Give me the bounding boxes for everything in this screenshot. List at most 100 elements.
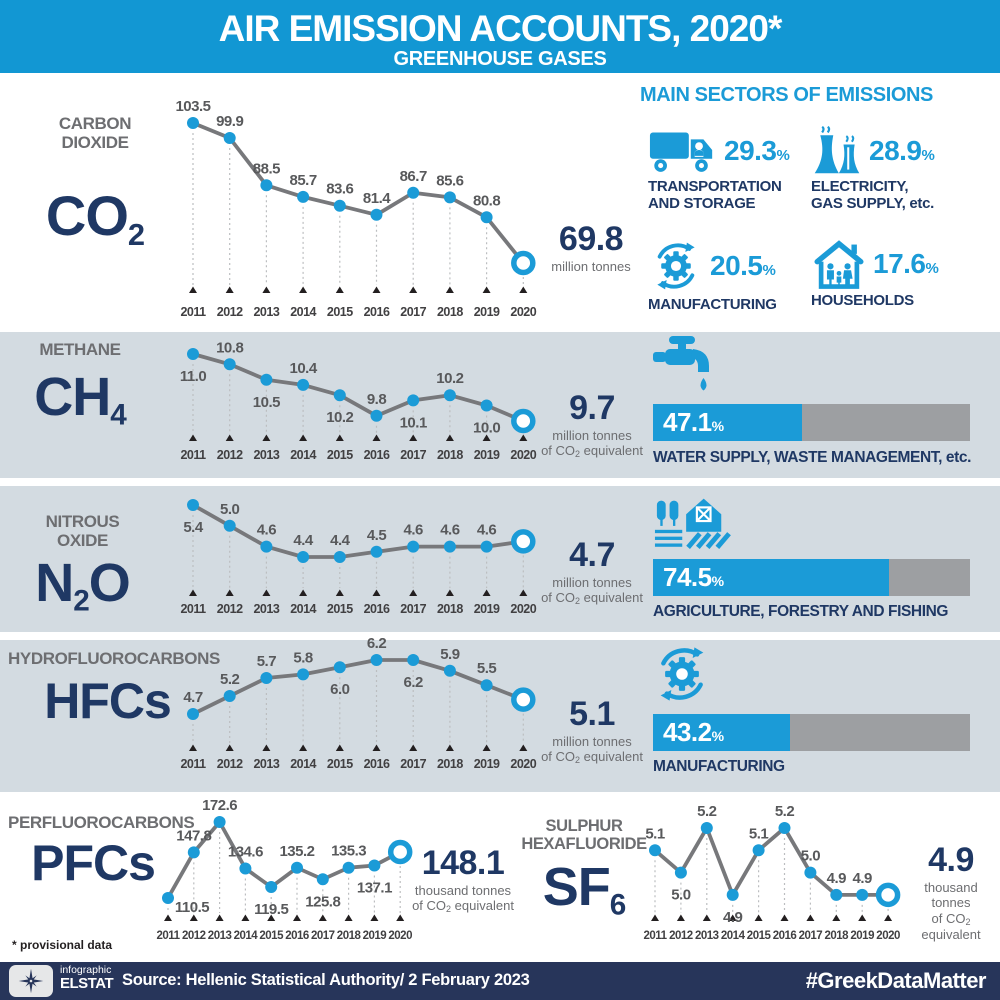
svg-text:125.8: 125.8 bbox=[305, 893, 340, 910]
svg-text:81.4: 81.4 bbox=[363, 190, 391, 207]
manufacturing-icon bbox=[650, 640, 714, 708]
svg-text:2012: 2012 bbox=[669, 930, 693, 942]
svg-text:4.9: 4.9 bbox=[723, 909, 743, 926]
n2o-sector-bar: 74.5% bbox=[653, 559, 970, 596]
n2o-formula: N2O bbox=[35, 553, 131, 618]
svg-text:2014: 2014 bbox=[721, 930, 746, 942]
svg-text:2020: 2020 bbox=[876, 930, 900, 942]
header-banner: AIR EMISSION ACCOUNTS, 2020* GREENHOUSE … bbox=[0, 0, 1000, 73]
pfcs-gas-name: PERFLUOROCARBONS bbox=[8, 813, 195, 832]
hashtag-text: #GreekDataMatter bbox=[805, 968, 987, 993]
households-label: HOUSEHOLDS bbox=[811, 292, 914, 309]
manufacturing-percent: 20.5% bbox=[710, 250, 776, 281]
svg-text:172.6: 172.6 bbox=[202, 797, 237, 814]
main-sectors-title: MAIN SECTORS OF EMISSIONS bbox=[640, 84, 933, 106]
svg-text:2013: 2013 bbox=[253, 305, 279, 319]
co2-chart: 2011 2012 2013 2014 2015 2016 2017 2018 2019 2020… bbox=[175, 98, 537, 319]
electricity-label: ELECTRICITY, GAS SUPPLY, etc. bbox=[811, 178, 935, 212]
svg-text:2019: 2019 bbox=[474, 305, 500, 319]
svg-text:5.2: 5.2 bbox=[697, 803, 717, 820]
faucet-icon bbox=[653, 336, 725, 402]
svg-text:88.5: 88.5 bbox=[253, 160, 280, 177]
hfcs-final-number: 5.1 bbox=[569, 695, 615, 733]
svg-text:2016: 2016 bbox=[364, 305, 390, 319]
svg-text:2012: 2012 bbox=[182, 930, 206, 942]
sf6-final-unit: thousand tonnes of CO2 equivalent bbox=[921, 880, 981, 943]
svg-text:2018: 2018 bbox=[437, 305, 463, 319]
hfcs-sector-bar-fill: 43.2% bbox=[653, 714, 790, 751]
transportation-percent: 29.3% bbox=[724, 135, 790, 166]
svg-text:2017: 2017 bbox=[799, 930, 823, 942]
svg-text:5.0: 5.0 bbox=[671, 887, 691, 904]
manufacturing-label: MANUFACTURING bbox=[648, 296, 777, 313]
svg-text:80.8: 80.8 bbox=[473, 192, 500, 209]
hfcs-sector-label: MANUFACTURING bbox=[653, 758, 785, 775]
sector-manufacturing: 20.5% MANUFACTURING bbox=[648, 238, 808, 314]
ch4-sector-percent: 47.1% bbox=[663, 407, 724, 437]
svg-text:5.0: 5.0 bbox=[801, 848, 821, 865]
svg-text:110.5: 110.5 bbox=[175, 899, 209, 916]
n2o-gas-name: NITROUS OXIDE bbox=[45, 512, 120, 551]
pfcs-formula: PFCs bbox=[31, 835, 156, 891]
svg-text:2015: 2015 bbox=[327, 305, 353, 319]
svg-text:103.5: 103.5 bbox=[175, 98, 210, 115]
page-title: AIR EMISSION ACCOUNTS, 2020* bbox=[218, 8, 783, 49]
co2-formula: CO2 bbox=[45, 184, 145, 253]
svg-text:86.7: 86.7 bbox=[400, 168, 427, 185]
elstat-logo-text: infographic ELSTAT bbox=[60, 964, 114, 992]
svg-text:2020: 2020 bbox=[510, 305, 536, 319]
svg-text:83.6: 83.6 bbox=[326, 181, 353, 198]
svg-text:2016: 2016 bbox=[773, 930, 797, 942]
n2o-final-value: 4.7 million tonnes of CO2 equivalent bbox=[538, 538, 646, 607]
svg-text:2018: 2018 bbox=[825, 930, 850, 942]
footer-bar: infographic ELSTAT Source: Hellenic Stat… bbox=[0, 962, 1000, 1000]
svg-text:134.6: 134.6 bbox=[228, 844, 263, 861]
pfcs-final-unit: thousand tonnes of CO2 equivalent bbox=[412, 883, 514, 915]
n2o-sector-percent: 74.5% bbox=[663, 562, 724, 592]
svg-text:2011: 2011 bbox=[157, 930, 181, 942]
page-subtitle: GREENHOUSE GASES bbox=[393, 48, 607, 70]
svg-text:2020: 2020 bbox=[388, 930, 412, 942]
ch4-formula: CH4 bbox=[34, 367, 126, 432]
pfcs-final-number: 148.1 bbox=[421, 844, 505, 882]
svg-text:135.3: 135.3 bbox=[331, 843, 366, 860]
hfcs-final-unit: million tonnes of CO2 equivalent bbox=[541, 734, 643, 766]
hfcs-sector-percent: 43.2% bbox=[663, 717, 724, 747]
svg-text:2017: 2017 bbox=[400, 305, 426, 319]
farm-icon bbox=[653, 492, 731, 554]
svg-text:2011: 2011 bbox=[644, 930, 668, 942]
sector-transportation: 29.3% TRANSPORTATION AND STORAGE bbox=[648, 126, 810, 212]
n2o-sector-label: AGRICULTURE, FORESTRY AND FISHING bbox=[653, 603, 949, 620]
electricity-percent: 28.9% bbox=[869, 135, 935, 166]
svg-text:5.1: 5.1 bbox=[749, 825, 769, 842]
ch4-gas-name: METHANE bbox=[39, 340, 121, 359]
pfcs-final-value: 148.1 thousand tonnes of CO2 equivalent bbox=[412, 846, 514, 915]
svg-text:2019: 2019 bbox=[363, 930, 387, 942]
svg-text:4.9: 4.9 bbox=[827, 870, 847, 887]
sf6-chart: 2011 2012 2013 2014 2015 2016 2017 2018 2019 2020… bbox=[644, 803, 901, 942]
transportation-label: TRANSPORTATION AND STORAGE bbox=[648, 178, 782, 212]
n2o-sector-bar-fill: 74.5% bbox=[653, 559, 890, 596]
hfcs-sector-bar: 43.2% bbox=[653, 714, 970, 751]
ch4-sector-bar: 47.1% bbox=[653, 404, 970, 441]
sector-households: 17.6% HOUSEHOLDS bbox=[811, 238, 989, 310]
ch4-final-number: 9.7 bbox=[569, 389, 615, 427]
svg-text:2014: 2014 bbox=[234, 930, 259, 942]
ch4-sector-bar-fill: 47.1% bbox=[653, 404, 803, 441]
co2-final-number: 69.8 bbox=[558, 220, 624, 258]
svg-text:2013: 2013 bbox=[208, 930, 232, 942]
truck-icon bbox=[648, 126, 718, 176]
svg-text:2017: 2017 bbox=[311, 930, 335, 942]
sf6-final-number: 4.9 bbox=[928, 841, 974, 879]
svg-text:5.2: 5.2 bbox=[775, 803, 795, 820]
svg-text:99.9: 99.9 bbox=[216, 113, 243, 130]
hfcs-final-value: 5.1 million tonnes of CO2 equivalent bbox=[538, 697, 646, 766]
svg-text:85.6: 85.6 bbox=[436, 172, 463, 189]
sf6-gas-name: SULPHUR HEXAFLUORIDE bbox=[521, 817, 647, 854]
svg-text:2016: 2016 bbox=[285, 930, 309, 942]
svg-text:2014: 2014 bbox=[290, 305, 316, 319]
svg-text:2015: 2015 bbox=[747, 930, 772, 942]
hfcs-gas-name: HYDROFLUOROCARBONS bbox=[8, 649, 220, 668]
co2-final-unit: million tonnes bbox=[551, 259, 631, 274]
